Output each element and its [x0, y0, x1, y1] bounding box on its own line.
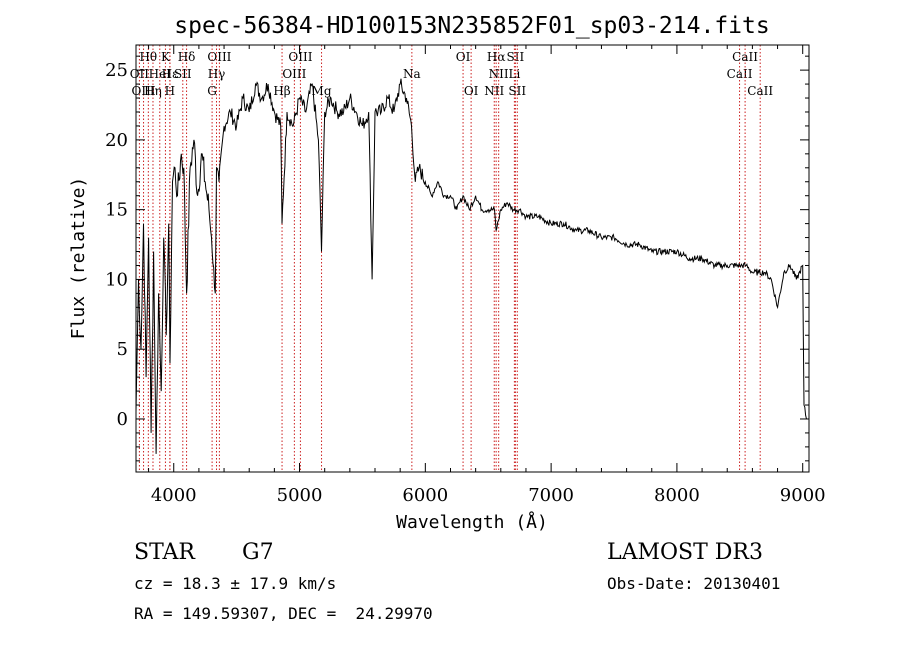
y-tick-label-1: 5	[117, 339, 128, 360]
line-label-22: NII	[489, 67, 509, 81]
x-tick-label-0: 4000	[151, 485, 197, 506]
line-label-26: CaII	[727, 67, 753, 81]
line-label-20: NII	[484, 84, 504, 98]
line-label-14: OIII	[282, 67, 306, 81]
chart-title: spec-56384-HD100153N235852F01_sp03-214.f…	[174, 13, 769, 39]
line-label-1: OII	[130, 67, 150, 81]
line-label-13: Hβ	[273, 84, 290, 98]
x-axis-label: Wavelength (Å)	[396, 511, 548, 533]
line-label-18: OI	[456, 50, 471, 64]
line-label-21: Hα	[487, 50, 506, 64]
line-label-28: CaII	[747, 84, 773, 98]
x-tick-label-1: 5000	[277, 485, 323, 506]
line-label-10: OIII	[207, 50, 231, 64]
y-tick-label-5: 25	[105, 60, 128, 81]
line-label-27: CaII	[732, 50, 758, 64]
y-tick-label-0: 0	[117, 409, 128, 430]
coordinates: RA = 149.59307, DEC = 24.29970	[134, 604, 433, 623]
line-label-9: Hδ	[178, 50, 196, 64]
line-label-24: Li	[508, 67, 520, 81]
line-label-8: SII	[174, 67, 192, 81]
y-tick-label-4: 20	[105, 130, 128, 151]
line-label-11: Hγ	[208, 67, 226, 81]
x-tick-label-2: 6000	[402, 485, 448, 506]
line-label-17: Na	[403, 67, 421, 81]
line-label-15: OIII	[288, 50, 312, 64]
axis-ticks: 4000 5000 6000 7000 8000 9000 0 5 10 15 20 25	[105, 45, 826, 506]
x-tick-label-3: 7000	[528, 485, 574, 506]
cz-value: cz = 18.3 ± 17.9 km/s	[134, 574, 337, 593]
line-label-5: K	[161, 50, 171, 64]
object-class: STAR	[134, 540, 195, 565]
line-label-3: Hη	[144, 84, 162, 98]
y-tick-label-2: 10	[105, 269, 128, 290]
line-label-2: OIII	[132, 84, 156, 98]
line-label-19: OI	[464, 84, 479, 98]
plot-frame	[135, 44, 810, 473]
y-tick-label-3: 15	[105, 200, 128, 221]
line-label-0: Hθ	[139, 50, 157, 64]
survey-name: LAMOST DR3	[607, 540, 763, 565]
line-label-7: Hε	[162, 67, 179, 81]
line-label-23: SII	[507, 50, 525, 64]
line-label-16: Mg	[312, 84, 332, 98]
x-tick-label-5: 9000	[780, 485, 826, 506]
spectrum-line	[136, 78, 807, 454]
obs-date: Obs-Date: 20130401	[607, 574, 781, 593]
line-label-12: G	[207, 84, 217, 98]
object-subclass: G7	[242, 540, 274, 565]
series-layer	[136, 78, 807, 454]
line-label-25: SII	[508, 84, 526, 98]
x-tick-label-4: 8000	[654, 485, 700, 506]
y-axis-label: Flux (relative)	[68, 177, 89, 340]
